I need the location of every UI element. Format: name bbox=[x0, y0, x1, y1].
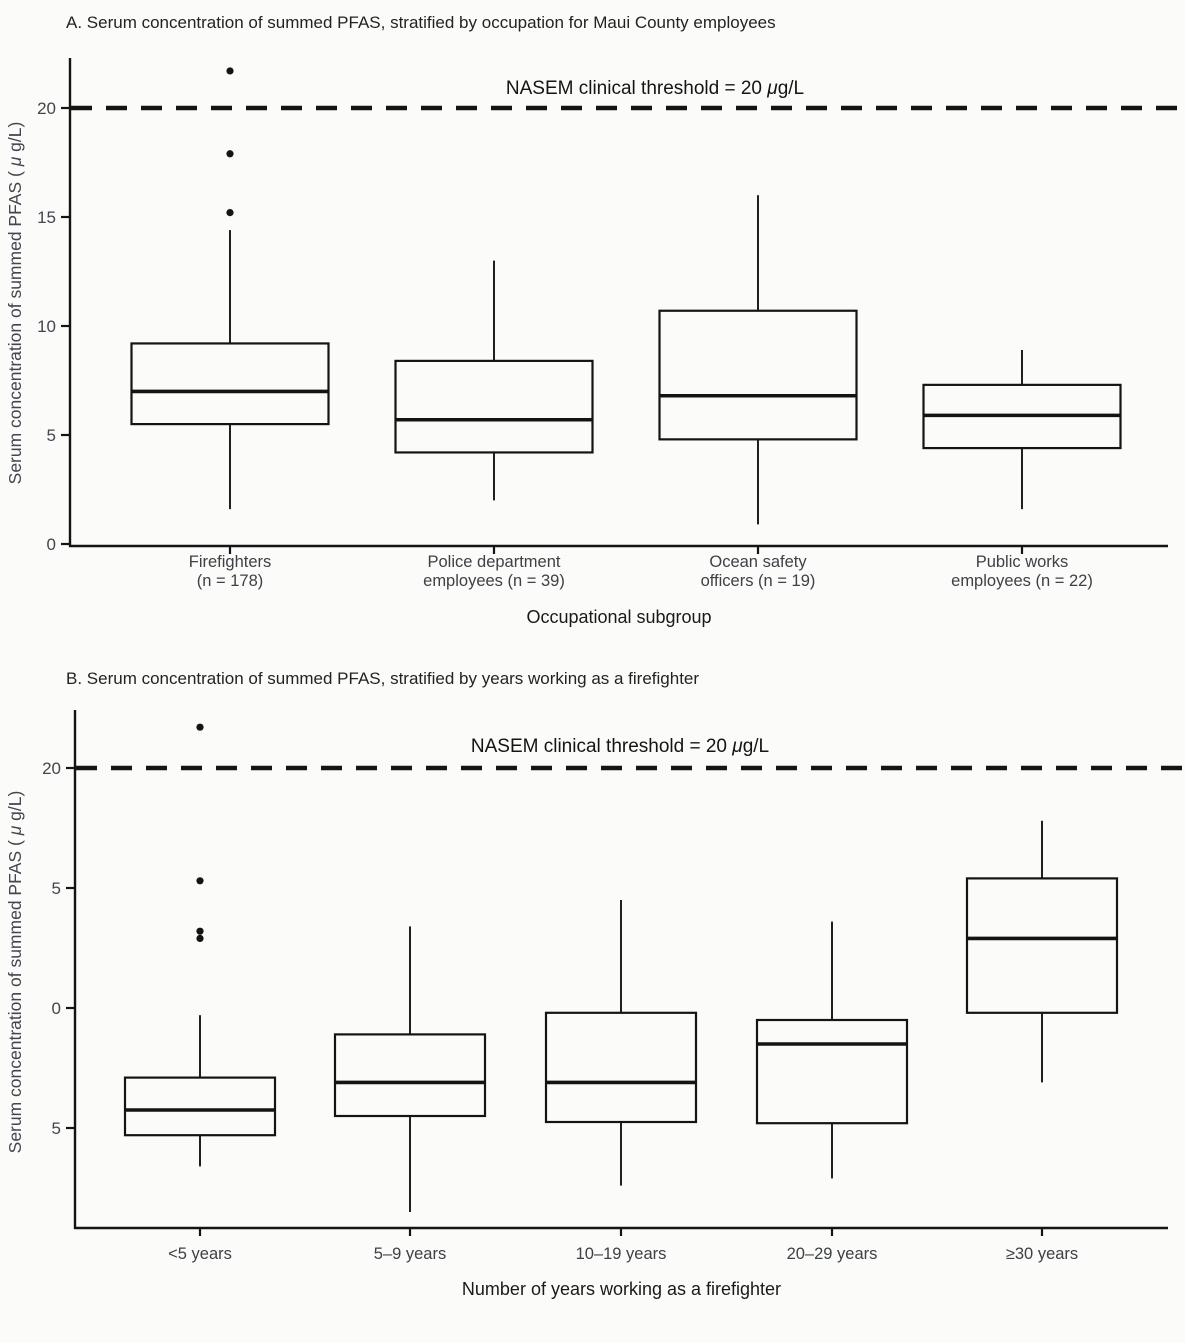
x-category-label: Ocean safety bbox=[709, 553, 807, 571]
x-axis-title: Occupational subgroup bbox=[526, 607, 711, 627]
iqr-box bbox=[755, 1018, 909, 1125]
x-category-label: officers (n = 19) bbox=[701, 572, 816, 590]
box-firefighters bbox=[130, 67, 330, 510]
iqr-box bbox=[123, 1076, 277, 1137]
box-public-works-employees bbox=[922, 349, 1122, 510]
y-tick-label: 10 bbox=[37, 317, 56, 336]
x-axis-title: Number of years working as a firefighter bbox=[462, 1279, 781, 1299]
y-tick-label: 20 bbox=[42, 759, 61, 778]
x-category-label: employees (n = 22) bbox=[951, 572, 1093, 590]
panel-a: A. Serum concentration of summed PFAS, s… bbox=[5, 13, 1183, 627]
x-category-label: employees (n = 39) bbox=[423, 572, 565, 590]
y-tick-label: 5 bbox=[52, 1119, 61, 1138]
x-category-label: Firefighters bbox=[189, 553, 272, 571]
y-axis-label: Serum concentration of summed PFAS ( μ g… bbox=[5, 122, 25, 485]
panel-a-title: A. Serum concentration of summed PFAS, s… bbox=[66, 13, 776, 32]
box-10-19-years bbox=[544, 900, 698, 1186]
iqr-box bbox=[394, 359, 594, 454]
y-tick-label: 5 bbox=[52, 879, 61, 898]
box-20-29-years bbox=[755, 921, 909, 1179]
iqr-box bbox=[965, 877, 1119, 1014]
outlier-dot bbox=[196, 934, 204, 943]
iqr-box bbox=[544, 1011, 698, 1124]
x-category-label: 10–19 years bbox=[576, 1245, 667, 1263]
y-tick-label: 0 bbox=[47, 535, 56, 554]
x-category-label: 5–9 years bbox=[374, 1245, 446, 1263]
nasem-threshold-label: NASEM clinical threshold = 20 μg/L bbox=[471, 736, 769, 757]
outlier-dot bbox=[196, 927, 204, 935]
outlier-dot bbox=[196, 877, 204, 885]
panel-b: B. Serum concentration of summed PFAS, s… bbox=[5, 669, 1183, 1299]
box-lt-5-years bbox=[123, 723, 277, 1167]
y-tick-label: 20 bbox=[37, 99, 56, 118]
iqr-box bbox=[333, 1033, 487, 1118]
y-tick-label: 5 bbox=[47, 426, 56, 445]
outlier-dot bbox=[196, 723, 204, 731]
iqr-box bbox=[130, 342, 330, 426]
outlier-dot bbox=[226, 150, 234, 158]
y-axis-label: Serum concentration of summed PFAS ( μ g… bbox=[5, 791, 25, 1154]
x-category-label: Police department bbox=[428, 553, 561, 571]
nasem-threshold-label: NASEM clinical threshold = 20 μg/L bbox=[506, 78, 804, 99]
outlier-dot bbox=[226, 209, 234, 217]
y-tick-label: 15 bbox=[37, 208, 56, 227]
box-ocean-safety-officers bbox=[658, 195, 858, 525]
iqr-box bbox=[658, 309, 858, 441]
y-tick-label: 0 bbox=[52, 999, 61, 1018]
x-category-label: Public works bbox=[976, 553, 1069, 571]
x-category-label: (n = 178) bbox=[197, 572, 264, 590]
box-5-9-years bbox=[333, 926, 487, 1212]
outlier-dot bbox=[226, 67, 234, 75]
box-police-department-employees bbox=[394, 260, 594, 501]
x-category-label: 20–29 years bbox=[787, 1245, 878, 1263]
box-gte-30-years bbox=[965, 820, 1119, 1083]
x-category-label: ≥30 years bbox=[1006, 1245, 1078, 1263]
panel-b-title: B. Serum concentration of summed PFAS, s… bbox=[66, 669, 699, 688]
x-category-label: <5 years bbox=[168, 1245, 232, 1263]
